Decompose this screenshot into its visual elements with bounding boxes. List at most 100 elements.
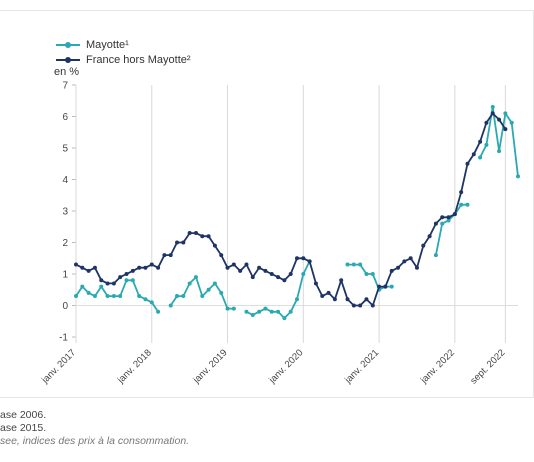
data-point-france	[86, 268, 91, 273]
data-point-mayotte	[92, 294, 97, 299]
data-point-france	[250, 275, 255, 280]
data-point-mayotte	[187, 281, 192, 286]
footnotes: ase 2006. ase 2015. see, indices des pri…	[0, 409, 189, 448]
footnote-1: ase 2006.	[0, 409, 47, 421]
data-point-france	[111, 281, 116, 286]
data-point-france	[99, 278, 104, 283]
data-point-mayotte	[301, 272, 306, 276]
data-point-france	[92, 265, 97, 270]
data-point-mayotte	[269, 309, 274, 314]
data-point-france	[244, 262, 249, 267]
data-point-france	[80, 265, 85, 270]
data-point-mayotte	[231, 306, 236, 311]
data-point-france	[408, 256, 413, 261]
data-point-mayotte	[497, 149, 502, 154]
data-point-france	[282, 278, 287, 283]
data-point-france	[383, 284, 388, 289]
source-note: see, indices des prix à la consommation.	[0, 435, 190, 447]
data-point-france	[162, 253, 167, 258]
data-point-france	[257, 265, 262, 270]
data-point-mayotte	[105, 294, 110, 299]
data-point-france	[446, 215, 451, 220]
data-point-mayotte	[478, 155, 483, 160]
data-point-mayotte	[200, 294, 205, 299]
data-point-mayotte	[345, 262, 350, 267]
data-point-mayotte	[351, 262, 356, 267]
data-point-france	[320, 294, 325, 299]
data-point-mayotte	[516, 174, 520, 179]
data-point-france	[219, 253, 224, 258]
data-point-france	[440, 215, 445, 220]
data-point-france	[332, 297, 337, 302]
data-point-mayotte	[86, 290, 91, 295]
data-point-france	[307, 259, 312, 264]
y-tick-label: 3	[62, 207, 68, 218]
data-point-france	[465, 161, 470, 166]
data-point-france	[187, 231, 192, 236]
data-point-france	[124, 272, 129, 276]
data-point-mayotte	[149, 300, 154, 305]
data-point-mayotte	[137, 294, 142, 299]
data-point-mayotte	[370, 272, 375, 276]
data-point-mayotte	[282, 316, 287, 321]
data-point-france	[301, 256, 306, 261]
data-point-mayotte	[219, 290, 224, 295]
data-point-mayotte	[80, 284, 85, 289]
data-point-france	[377, 284, 382, 289]
data-point-mayotte	[446, 218, 451, 223]
data-point-france	[396, 265, 401, 270]
data-point-france	[351, 303, 356, 308]
data-point-mayotte	[74, 294, 78, 299]
line-chart: en % -1 0 1 2 3 4 5 6 7 janv. 2017 janv. 2018 janv. …	[39, 66, 520, 386]
data-point-france	[118, 275, 123, 280]
data-point-mayotte	[257, 309, 262, 314]
data-point-france	[156, 265, 161, 270]
data-point-mayotte	[465, 202, 470, 207]
y-tick-label: 5	[62, 144, 68, 155]
x-tick-label: sept. 2022	[468, 347, 507, 386]
x-tick-label: janv. 2018	[115, 347, 154, 386]
data-point-france	[212, 243, 217, 248]
x-tick-label: janv. 2022	[418, 347, 457, 386]
data-point-mayotte	[225, 306, 230, 311]
data-point-mayotte	[459, 202, 464, 207]
legend-label-france: France hors Mayotte²	[86, 53, 191, 66]
data-point-france	[459, 190, 464, 195]
data-point-france	[484, 120, 489, 125]
data-point-france	[358, 303, 363, 308]
data-point-france	[345, 297, 350, 302]
data-point-france	[74, 262, 78, 267]
data-point-mayotte	[358, 262, 363, 267]
data-point-france	[137, 265, 142, 270]
data-point-mayotte	[111, 294, 116, 299]
y-tick-label: 1	[62, 270, 68, 281]
data-point-mayotte	[181, 294, 186, 299]
data-point-france	[339, 278, 344, 283]
data-point-france	[478, 139, 483, 144]
data-point-mayotte	[244, 309, 249, 314]
data-point-mayotte	[295, 297, 299, 302]
x-tick-label: janv. 2020	[266, 347, 305, 386]
data-point-france	[497, 117, 502, 122]
data-point-mayotte	[130, 278, 135, 283]
data-point-france	[181, 240, 186, 245]
data-point-mayotte	[99, 284, 104, 289]
data-point-mayotte	[118, 294, 123, 299]
data-point-france	[143, 265, 148, 270]
data-point-france	[389, 268, 394, 273]
y-tick-label: 0	[62, 301, 68, 312]
data-point-france	[295, 256, 299, 261]
data-point-mayotte	[389, 284, 394, 289]
data-point-france	[288, 272, 293, 276]
data-point-mayotte	[250, 312, 255, 317]
data-point-france	[225, 265, 230, 270]
y-tick-label: 2	[62, 238, 68, 249]
legend-swatch-france	[56, 56, 80, 63]
data-point-mayotte	[193, 275, 198, 280]
data-point-mayotte	[503, 111, 508, 116]
legend: Mayotte¹ France hors Mayotte²	[56, 37, 191, 67]
y-tick-label: 4	[62, 175, 68, 186]
data-point-mayotte	[490, 105, 495, 110]
data-point-mayotte	[440, 221, 445, 226]
data-point-france	[370, 303, 375, 308]
